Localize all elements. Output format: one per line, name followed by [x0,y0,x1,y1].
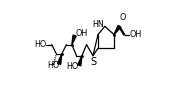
Polygon shape [78,56,82,66]
Text: HO: HO [34,40,46,49]
Text: OH: OH [130,30,142,39]
Polygon shape [72,35,76,45]
Polygon shape [57,54,62,64]
Text: S: S [90,57,96,67]
Text: OH: OH [76,29,88,38]
Text: O: O [120,13,126,22]
Polygon shape [114,25,121,35]
Text: HN: HN [92,20,104,29]
Text: HO: HO [66,62,78,71]
Text: HO: HO [47,61,59,70]
